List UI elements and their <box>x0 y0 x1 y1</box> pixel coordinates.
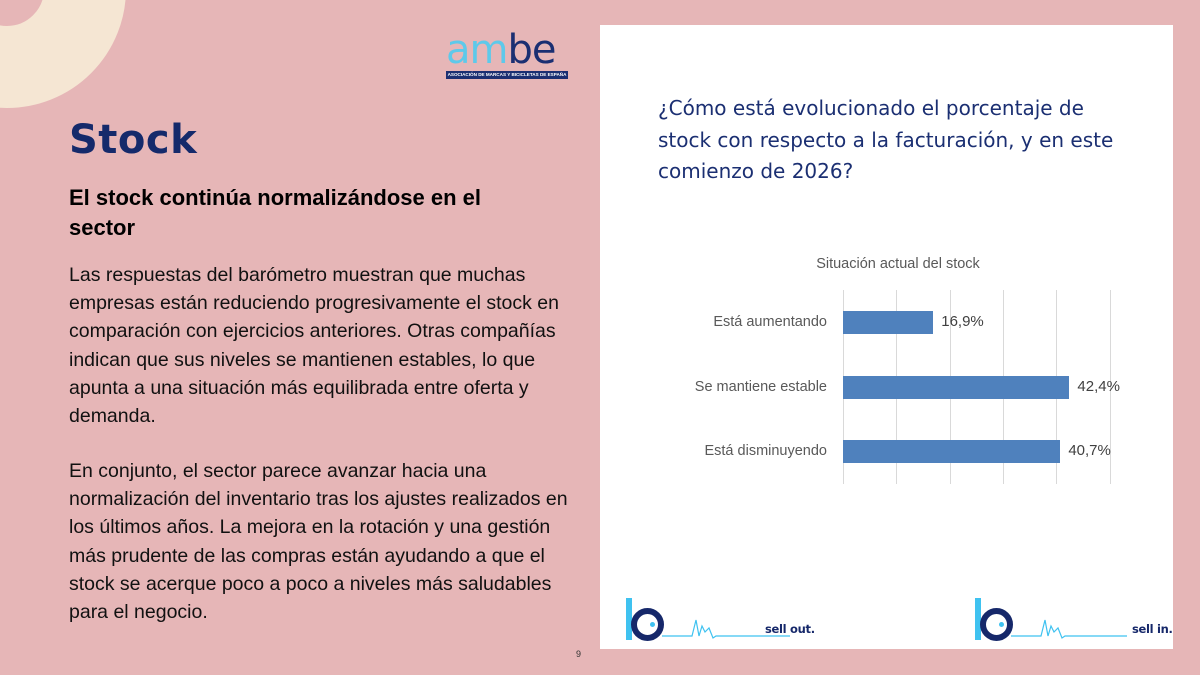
decorative-ring <box>0 0 126 108</box>
slide-subtitle: El stock continúa normalizándose en el s… <box>69 185 481 240</box>
bar-disminuyendo <box>843 440 1061 463</box>
heartbeat-line-icon <box>1011 619 1127 639</box>
sell-out-label: sell out. <box>765 622 815 636</box>
sell-in-label: sell in. <box>1132 622 1173 636</box>
value-label: 42,4% <box>1077 378 1120 395</box>
survey-question: ¿Cómo está evolucionado el porcentaje de… <box>658 96 1114 183</box>
gridline <box>1110 290 1111 484</box>
value-label: 16,9% <box>941 313 984 330</box>
gauge-icon <box>980 608 1013 641</box>
slide-title: Stock <box>69 117 198 163</box>
body-paragraph-1: Las respuestas del barómetro muestran qu… <box>69 264 559 428</box>
category-label: Se mantiene estable <box>694 379 827 395</box>
value-label: 40,7% <box>1068 442 1111 459</box>
chart-card: ¿Cómo está evolucionado el porcentaje de… <box>600 25 1173 649</box>
page-number: 9 <box>576 649 582 659</box>
chart-title: Situación actual del stock <box>816 256 980 272</box>
logo-wordmark: ambe <box>446 27 556 73</box>
sell-out-brand: sell out. <box>626 598 826 644</box>
category-label: Está disminuyendo <box>704 443 827 459</box>
body-paragraph-2: En conjunto, el sector parece avanzar ha… <box>69 460 568 624</box>
sell-in-brand: sell in. <box>975 598 1175 644</box>
heartbeat-line-icon <box>662 619 790 639</box>
bar-aumentando <box>843 311 934 334</box>
ambe-logo: ambe ASOCIACIÓN DE MARCAS Y BICICLETAS D… <box>446 30 568 82</box>
bar-estable <box>843 376 1070 399</box>
logo-tagline: ASOCIACIÓN DE MARCAS Y BICICLETAS DE ESP… <box>446 71 568 79</box>
bar-chart-plot: 16,9% 42,4% 40,7% <box>843 290 1120 484</box>
category-label: Está aumentando <box>713 314 827 330</box>
gauge-icon <box>631 608 664 641</box>
